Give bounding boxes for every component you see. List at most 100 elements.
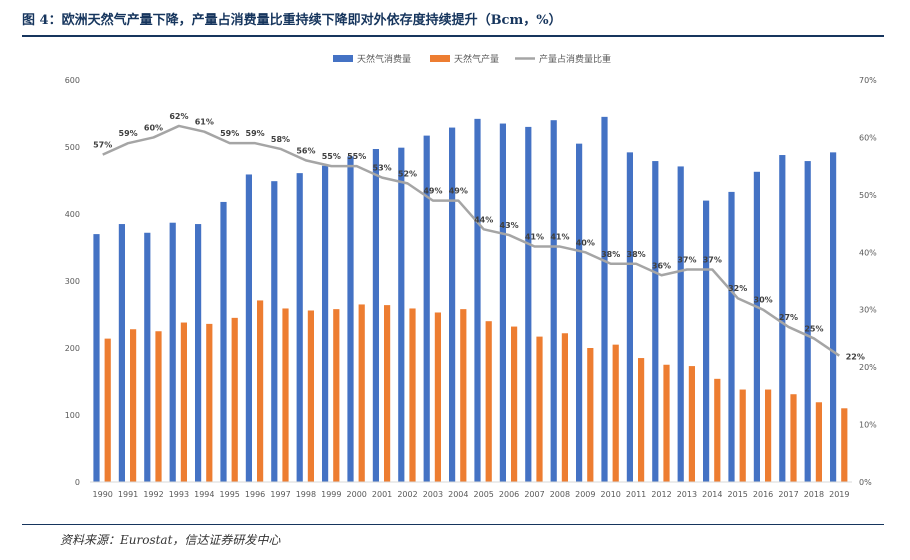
bar-consumption bbox=[423, 135, 430, 483]
x-tick-label: 2001 bbox=[372, 490, 392, 499]
ratio-data-label: 53% bbox=[373, 164, 392, 173]
legend-label-3: 产量占消费量比重 bbox=[539, 53, 611, 65]
x-tick-label: 2019 bbox=[829, 490, 849, 499]
bottom-rule bbox=[22, 524, 884, 525]
bar-consumption bbox=[550, 120, 557, 482]
right-tick-label: 30% bbox=[859, 306, 877, 315]
figure-title: 图 4：欧洲天然气产量下降，产量占消费量比重持续下降即对外依存度持续提升（Bcm… bbox=[22, 13, 562, 28]
ratio-data-label: 60% bbox=[144, 123, 163, 132]
left-tick-label: 500 bbox=[65, 143, 80, 152]
ratio-line: 57% 59% 60% 62% 61% 59% 59% 58% 56% 55% 55% 53% 52% 4… bbox=[93, 112, 865, 362]
bar-consumption bbox=[296, 173, 303, 482]
bar-production bbox=[434, 312, 441, 482]
ratio-data-label: 36% bbox=[652, 261, 671, 270]
bar-production bbox=[841, 408, 848, 482]
bar-production bbox=[130, 329, 137, 482]
bar-consumption bbox=[830, 152, 837, 483]
x-tick-label: 2017 bbox=[778, 490, 798, 499]
right-tick-label: 0% bbox=[859, 478, 872, 487]
legend-swatch-2 bbox=[430, 55, 450, 62]
left-tick-label: 300 bbox=[65, 277, 80, 286]
legend-swatch-1 bbox=[333, 55, 353, 62]
bar-production bbox=[104, 338, 111, 482]
ratio-data-label: 38% bbox=[601, 250, 620, 259]
bars bbox=[93, 116, 848, 483]
x-tick-label: 2003 bbox=[423, 490, 443, 499]
bar-consumption bbox=[245, 174, 252, 482]
x-tick-label: 2007 bbox=[524, 490, 544, 499]
x-tick-label: 1997 bbox=[270, 490, 290, 499]
bar-consumption bbox=[474, 118, 481, 483]
ratio-data-label: 27% bbox=[779, 313, 798, 322]
bar-consumption bbox=[322, 165, 329, 482]
bar-production bbox=[180, 322, 187, 482]
bar-production bbox=[485, 321, 492, 482]
bar-production bbox=[765, 389, 772, 482]
bar-production bbox=[536, 336, 543, 482]
ratio-data-label: 52% bbox=[398, 169, 417, 178]
ratio-data-label: 56% bbox=[296, 146, 315, 155]
ratio-data-label: 37% bbox=[703, 256, 722, 265]
ratio-data-label: 30% bbox=[754, 296, 773, 305]
top-rule bbox=[22, 35, 884, 37]
x-tick-label: 2009 bbox=[575, 490, 595, 499]
bar-production bbox=[231, 317, 238, 482]
bar-consumption bbox=[728, 191, 735, 482]
bar-consumption bbox=[499, 123, 506, 483]
bar-consumption bbox=[652, 161, 659, 482]
bar-consumption bbox=[195, 224, 202, 483]
bar-consumption bbox=[144, 232, 151, 482]
ratio-data-label: 40% bbox=[576, 238, 595, 247]
bar-consumption bbox=[372, 149, 379, 482]
ratio-data-label: 38% bbox=[627, 250, 646, 259]
x-tick-label: 2002 bbox=[397, 490, 417, 499]
ratio-data-label: 43% bbox=[500, 221, 519, 230]
bar-production bbox=[587, 348, 594, 482]
bar-production bbox=[815, 402, 822, 482]
bar-consumption bbox=[93, 234, 100, 482]
combo-chart: 天然气消费量 天然气产量 产量占消费量比重 0100200300400500600 … bbox=[65, 53, 877, 499]
legend-label-2: 天然气产量 bbox=[454, 53, 499, 65]
bar-consumption bbox=[779, 155, 786, 483]
bar-production bbox=[409, 308, 416, 482]
bar-production bbox=[358, 304, 365, 482]
bar-production bbox=[384, 305, 391, 482]
x-tick-label: 2014 bbox=[702, 490, 722, 499]
bar-consumption bbox=[753, 171, 760, 483]
ratio-data-label: 57% bbox=[93, 141, 112, 150]
legend-label-1: 天然气消费量 bbox=[357, 53, 411, 65]
x-tick-label: 1996 bbox=[245, 490, 265, 499]
x-tick-label: 1994 bbox=[194, 490, 214, 499]
bar-production bbox=[561, 333, 568, 482]
x-tick-label: 2004 bbox=[448, 490, 468, 499]
ratio-data-label: 59% bbox=[119, 129, 138, 138]
bar-production bbox=[638, 358, 645, 482]
bar-consumption bbox=[703, 200, 710, 482]
x-axis: 1990 1991 1992 1993 1994 1995 1996 1997 1998 1999… bbox=[90, 481, 852, 499]
ratio-data-label: 55% bbox=[347, 152, 366, 161]
bar-production bbox=[460, 309, 467, 482]
bar-consumption bbox=[271, 181, 278, 483]
ratio-data-label: 44% bbox=[474, 215, 493, 224]
bar-consumption bbox=[169, 222, 176, 482]
left-axis: 0 100 200 300 400 500 600 bbox=[65, 76, 80, 487]
x-tick-label: 2012 bbox=[651, 490, 671, 499]
ratio-data-label: 55% bbox=[322, 152, 341, 161]
ratio-data-label: 59% bbox=[220, 129, 239, 138]
bar-production bbox=[739, 389, 746, 482]
right-tick-label: 20% bbox=[859, 363, 877, 372]
x-tick-label: 2008 bbox=[550, 490, 570, 499]
bar-consumption bbox=[398, 147, 405, 483]
bar-production bbox=[206, 323, 213, 482]
right-tick-label: 40% bbox=[859, 248, 877, 257]
bar-consumption bbox=[626, 152, 633, 483]
bar-consumption bbox=[804, 161, 811, 482]
ratio-data-label: 49% bbox=[449, 187, 468, 196]
bar-production bbox=[688, 366, 695, 482]
x-tick-label: 1998 bbox=[296, 490, 316, 499]
bar-consumption bbox=[576, 143, 583, 482]
bar-production bbox=[257, 300, 264, 482]
bar-consumption bbox=[220, 201, 227, 482]
left-tick-label: 600 bbox=[65, 76, 80, 85]
right-tick-label: 60% bbox=[859, 133, 877, 142]
